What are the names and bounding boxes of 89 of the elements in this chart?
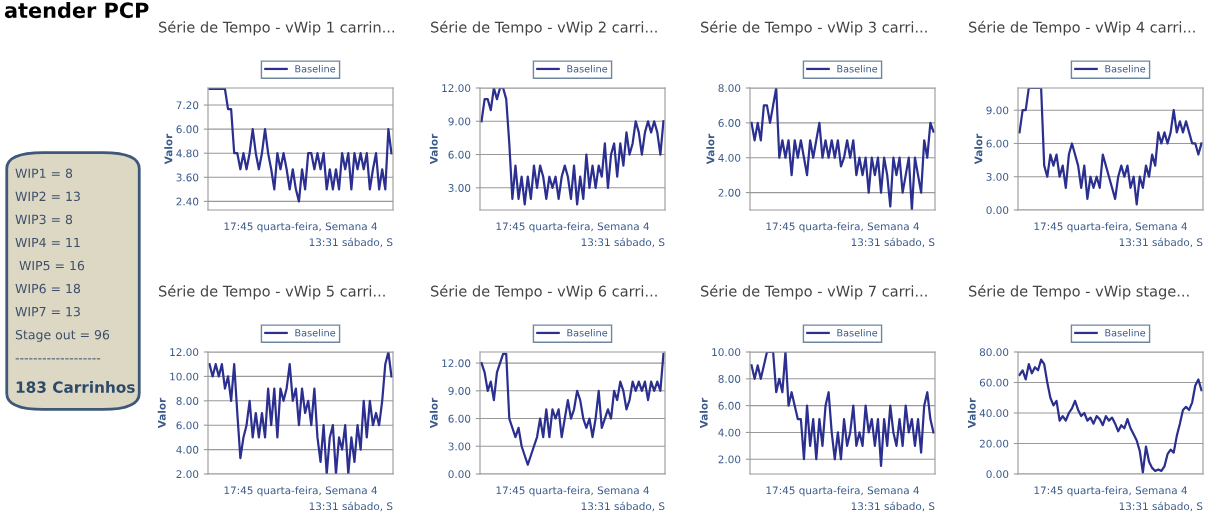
y-tick-label: 8.00 xyxy=(176,397,199,405)
text: 17:45 quarta-feira, Semana 4 xyxy=(224,486,377,497)
y-tick-label: 6.00 xyxy=(448,150,471,159)
y-tick-label: 3.60 xyxy=(176,173,199,182)
y-tick-label: 6.00 xyxy=(176,125,199,134)
y-tick-label: 10.00 xyxy=(170,372,199,381)
y-tick-label: 2.00 xyxy=(176,470,199,479)
y-tick-label: 6.00 xyxy=(176,421,199,430)
y-tick-label: 9.00 xyxy=(986,106,1009,115)
chart-title: Série de Tempo - vWip 6 carri... xyxy=(431,284,657,300)
y-tick-label: 2.00 xyxy=(718,188,741,197)
y-tick-label: 40.00 xyxy=(979,409,1009,418)
y-tick-label: 10.00 xyxy=(712,348,741,357)
y-tick-label: 6.00 xyxy=(718,119,741,127)
text: 17:45 quarta-feira, Semana 4 xyxy=(496,222,649,233)
y-axis-title: Valor xyxy=(429,133,438,165)
y-tick-label: 7.20 xyxy=(176,101,199,110)
chart-title: Série de Tempo - vWip 1 carrin... xyxy=(159,20,395,36)
y-axis-title: Valor xyxy=(429,397,438,429)
y-axis-title: Valor xyxy=(157,397,166,429)
text: 17:45 quarta-feira, Semana 4 xyxy=(496,486,649,497)
y-axis-title: Valor xyxy=(967,397,976,429)
y-tick-label: 8.00 xyxy=(718,375,741,383)
legend-label: Baseline xyxy=(1105,64,1146,73)
legend-label: Baseline xyxy=(837,64,878,73)
text: 13:31 sábado, S xyxy=(1119,237,1203,248)
y-axis-title: Valor xyxy=(699,397,708,429)
legend-label: Baseline xyxy=(295,328,336,337)
y-tick-label: 6.00 xyxy=(718,401,741,410)
text: 13:31 sábado, S xyxy=(851,501,935,512)
legend-label: Baseline xyxy=(567,328,608,337)
text: 17:45 quarta-feira, Semana 4 xyxy=(224,222,377,233)
text: WIP3 = 8 xyxy=(15,214,73,225)
chart-title: Série de Tempo - vWip 7 carri... xyxy=(701,284,927,300)
y-tick-label: 0.00 xyxy=(986,206,1009,215)
text: 13:31 sábado, S xyxy=(1119,501,1203,512)
y-tick-label: 20.00 xyxy=(979,439,1009,448)
y-tick-label: 2.40 xyxy=(176,197,199,206)
text: 17:45 quarta-feira, Semana 4 xyxy=(766,222,919,233)
legend-label: Baseline xyxy=(837,328,878,337)
text: 13:31 sábado, S xyxy=(581,237,665,248)
y-tick-label: 4.80 xyxy=(176,149,199,158)
text: 183 Carrinhos xyxy=(16,381,135,393)
text: Stage out = 96 xyxy=(15,329,110,342)
text: ------------------- xyxy=(15,358,101,360)
chart-title: Série de Tempo - vWip 4 carri... xyxy=(969,20,1195,36)
y-tick-label: 9.00 xyxy=(448,387,471,395)
text: 13:31 sábado, S xyxy=(309,237,393,248)
text: 17:45 quarta-feira, Semana 4 xyxy=(766,486,919,497)
y-tick-label: 4.00 xyxy=(176,445,199,454)
chart-title: Série de Tempo - vWip 2 carri... xyxy=(431,20,657,36)
text: 17:45 quarta-feira, Semana 4 xyxy=(1034,486,1187,497)
text: WIP7 = 13 xyxy=(15,306,80,317)
y-tick-label: 6.00 xyxy=(448,414,471,423)
y-axis-title: Valor xyxy=(706,133,715,165)
y-tick-label: 4.00 xyxy=(718,428,741,437)
text: 13:31 sábado, S xyxy=(851,237,935,248)
chart-title: Série de Tempo - vWip stage... xyxy=(969,284,1189,300)
y-tick-label: 3.00 xyxy=(986,172,1009,181)
legend-label: Baseline xyxy=(1105,328,1146,337)
y-tick-label: 8.00 xyxy=(718,84,741,93)
y-axis-title: Valor xyxy=(164,133,173,165)
y-tick-label: 60.00 xyxy=(979,378,1009,387)
y-tick-label: 12.00 xyxy=(170,348,199,357)
y-tick-label: 2.00 xyxy=(718,455,741,464)
y-tick-label: 6.00 xyxy=(986,139,1009,148)
text: WIP5 = 16 xyxy=(19,260,85,271)
y-tick-label: 3.00 xyxy=(448,442,471,451)
text: WIP4 = 11 xyxy=(15,237,80,248)
text: 13:31 sábado, S xyxy=(309,501,393,512)
text: atender PCP xyxy=(4,2,149,19)
text: 13:31 sábado, S xyxy=(581,501,665,512)
y-tick-label: 12.00 xyxy=(442,359,471,368)
legend-label: Baseline xyxy=(567,64,608,73)
text: 17:45 quarta-feira, Semana 4 xyxy=(1034,222,1187,233)
text: WIP2 = 13 xyxy=(15,191,80,202)
y-tick-label: 9.00 xyxy=(448,117,471,126)
chart-title: Série de Tempo - vWip 3 carri... xyxy=(701,20,927,36)
text: WIP1 = 8 xyxy=(15,168,73,179)
y-tick-label: 0.00 xyxy=(986,470,1009,479)
text: WIP6 = 18 xyxy=(15,283,81,294)
chart-title: Série de Tempo - vWip 5 carri... xyxy=(159,284,385,300)
y-tick-label: 80.00 xyxy=(979,348,1009,357)
y-tick-label: 12.00 xyxy=(442,84,471,93)
y-tick-label: 0.00 xyxy=(448,470,471,479)
y-tick-label: 4.00 xyxy=(718,153,741,162)
y-tick-label: 3.00 xyxy=(448,184,471,192)
legend-label: Baseline xyxy=(295,64,336,73)
y-axis-title: Valor xyxy=(974,133,983,165)
